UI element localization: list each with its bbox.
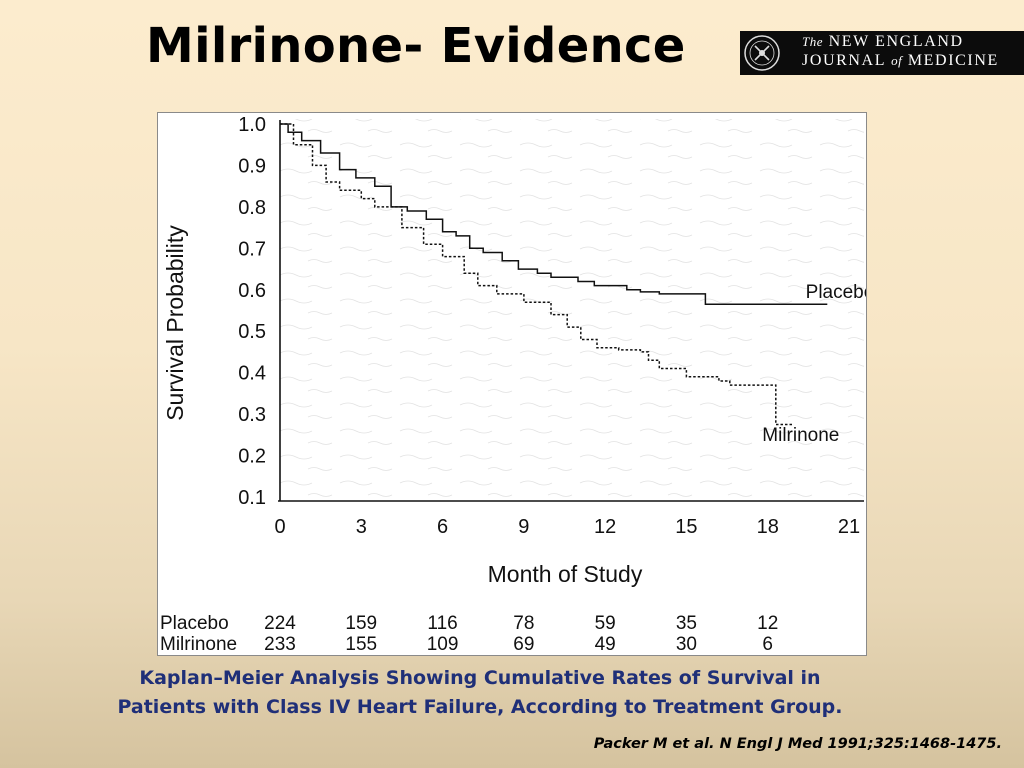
x-tick-label: 3: [356, 516, 367, 538]
y-axis-label: Survival Probability: [162, 225, 188, 421]
at-risk-value: 49: [595, 634, 616, 655]
at-risk-value: 12: [757, 613, 778, 634]
caption-line-1: Kaplan–Meier Analysis Showing Cumulative…: [139, 667, 821, 689]
at-risk-value: 59: [595, 613, 616, 634]
at-risk-row-label: Milrinone: [160, 634, 237, 655]
x-tick-label: 18: [757, 516, 779, 538]
y-tick-label: 0.4: [238, 363, 266, 385]
nejm-line2: JOURNAL of MEDICINE: [802, 52, 999, 70]
at-risk-value: 224: [264, 613, 296, 634]
x-axis-label: Month of Study: [488, 561, 643, 587]
y-tick-label: 0.7: [238, 238, 266, 260]
series-lines: [280, 123, 828, 426]
y-tick-label: 0.6: [238, 280, 266, 302]
series-line-placebo: [280, 123, 828, 306]
x-tick-label: 0: [274, 516, 285, 538]
at-risk-value: 69: [513, 634, 534, 655]
y-tick-label: 0.1: [238, 487, 266, 509]
x-tick-label: 9: [518, 516, 529, 538]
series-annotations: Placebo Milrinone: [762, 282, 866, 446]
series-line-milrinone: [280, 123, 793, 426]
x-tick-label: 21: [838, 516, 860, 538]
slide-title: Milrinone- Evidence: [146, 18, 686, 74]
y-tick-label: 0.3: [238, 404, 266, 426]
plot-texture: [276, 119, 864, 501]
at-risk-value: 78: [513, 613, 534, 634]
x-tick-label: 15: [675, 516, 697, 538]
nejm-journal: JOURNAL: [802, 52, 886, 69]
y-tick-label: 0.5: [238, 321, 266, 343]
caption-line-2: Patients with Class IV Heart Failure, Ac…: [117, 696, 843, 718]
at-risk-row-label: Placebo: [160, 613, 229, 634]
axes: [278, 120, 864, 502]
x-tick-label: 12: [594, 516, 616, 538]
figure-caption: Kaplan–Meier Analysis Showing Cumulative…: [0, 664, 960, 722]
at-risk-value: 6: [762, 634, 773, 655]
at-risk-value: 35: [676, 613, 697, 634]
at-risk-value: 159: [345, 613, 377, 634]
nejm-line1: The NEW ENGLAND: [802, 33, 964, 51]
annotation-milrinone: Milrinone: [762, 425, 839, 446]
citation: Packer M et al. N Engl J Med 1991;325:14…: [593, 736, 1002, 752]
nejm-of: of: [891, 53, 903, 68]
y-tick-label: 1.0: [238, 114, 266, 136]
annotation-placebo: Placebo: [806, 282, 866, 303]
nejm-seal-icon: [744, 35, 780, 71]
nejm-logo: The NEW ENGLAND JOURNAL of MEDICINE: [740, 31, 1024, 75]
at-risk-value: 155: [345, 634, 377, 655]
nejm-the: The: [802, 34, 823, 49]
x-tick-label: 6: [437, 516, 448, 538]
tick-labels: 1.0 0.9 0.8 0.7 0.6 0.5 0.4 0.3 0.2 0.1 0 3 6 9 12 15 18…: [238, 114, 860, 538]
at-risk-value: 30: [676, 634, 697, 655]
nejm-medicine: MEDICINE: [907, 52, 999, 69]
at-risk-value: 233: [264, 634, 296, 655]
at-risk-table: Placebo 224 159 116 78 59 35 12 Milrinone 233 155 1…: [160, 613, 778, 655]
at-risk-value: 116: [427, 613, 457, 634]
chart-panel: 1.0 0.9 0.8 0.7 0.6 0.5 0.4 0.3 0.2 0.1 0 3 6 9 12 15 18…: [157, 112, 867, 656]
y-tick-label: 0.9: [238, 155, 266, 177]
survival-chart: 1.00.90.80.70.60.50.40.30.20.10 3 6 9 12 15 18…: [160, 114, 866, 655]
at-risk-value: 109: [427, 634, 459, 655]
y-tick-label: 0.2: [238, 446, 266, 468]
y-tick-label: 0.8: [238, 197, 266, 219]
nejm-new-england: NEW ENGLAND: [828, 33, 964, 50]
